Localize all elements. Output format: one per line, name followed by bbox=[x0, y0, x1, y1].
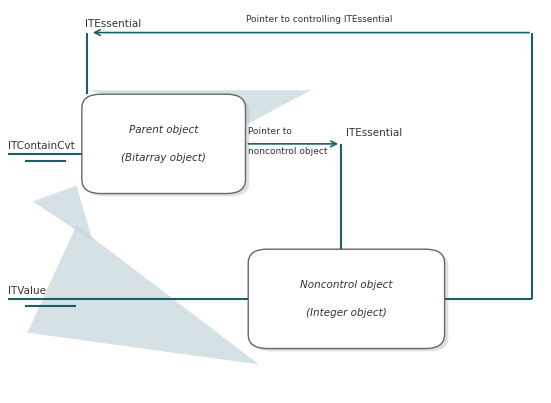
Text: ITEssential: ITEssential bbox=[85, 19, 141, 29]
Text: (Integer object): (Integer object) bbox=[306, 308, 387, 318]
Text: (Bitarray object): (Bitarray object) bbox=[121, 153, 206, 163]
FancyBboxPatch shape bbox=[252, 252, 449, 351]
Text: noncontrol object: noncontrol object bbox=[249, 147, 328, 156]
Polygon shape bbox=[28, 225, 259, 364]
Text: Parent object: Parent object bbox=[129, 125, 198, 135]
Polygon shape bbox=[87, 90, 311, 128]
Text: ITEssential: ITEssential bbox=[347, 128, 403, 138]
Text: Pointer to: Pointer to bbox=[249, 127, 292, 136]
Text: ITValue: ITValue bbox=[8, 286, 46, 296]
FancyBboxPatch shape bbox=[86, 97, 249, 196]
FancyBboxPatch shape bbox=[82, 94, 246, 193]
Text: Pointer to controlling ITEssential: Pointer to controlling ITEssential bbox=[246, 15, 392, 24]
Polygon shape bbox=[33, 186, 93, 241]
Text: Noncontrol object: Noncontrol object bbox=[300, 280, 393, 290]
Text: ITContainCvt: ITContainCvt bbox=[8, 141, 75, 151]
FancyBboxPatch shape bbox=[249, 249, 445, 349]
